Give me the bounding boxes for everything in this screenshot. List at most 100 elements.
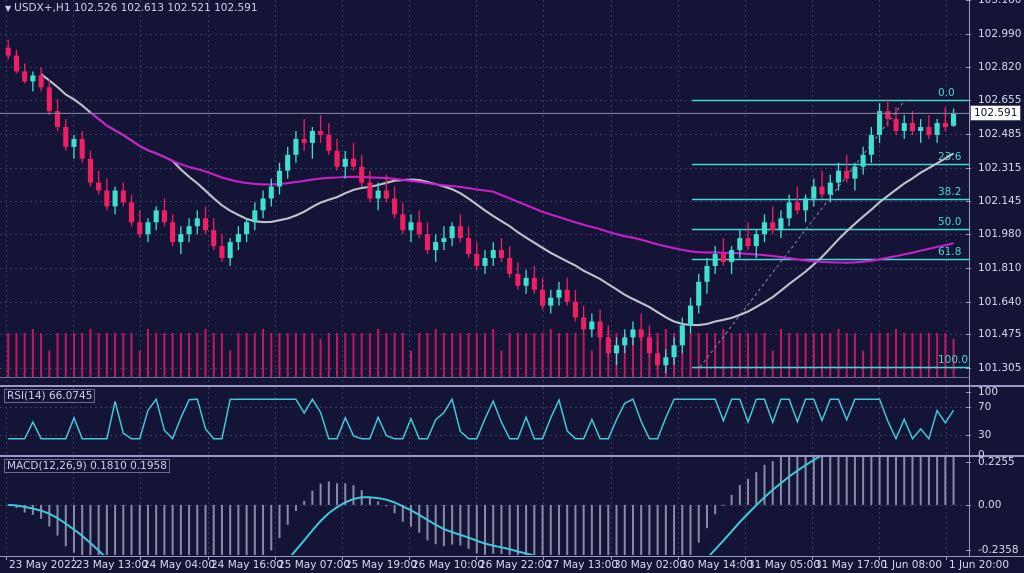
- time-axis-tick: [140, 557, 141, 560]
- price-axis-label: 103.160: [978, 0, 1022, 6]
- fibonacci-level-label: 100.0: [938, 354, 969, 367]
- axis-tick: [966, 302, 971, 303]
- time-axis-label: 25 May 19:00: [345, 559, 418, 571]
- time-axis-label: 24 May 16:00: [211, 559, 284, 571]
- time-axis[interactable]: 23 May 2022 23 May 13:00 24 May 04:00 24 Ma…: [0, 556, 1024, 573]
- panel-divider-1: [0, 385, 1024, 386]
- axis-tick: [966, 234, 971, 235]
- time-axis-tick: [879, 557, 880, 560]
- time-axis-tick: [6, 557, 7, 560]
- macd-chart-canvas[interactable]: [0, 457, 970, 555]
- time-axis-label: 26 May 22:00: [479, 559, 552, 571]
- price-axis-label: 101.980: [978, 228, 1022, 240]
- ma-slow-line: [89, 111, 954, 264]
- price-axis-label: 102.315: [978, 162, 1022, 174]
- chart-header: ▼ USDX+,H1 102.526 102.613 102.521 102.59…: [5, 2, 258, 14]
- chevron-down-icon[interactable]: ▼: [5, 3, 12, 13]
- time-axis-label: 31 May 17:00: [815, 559, 888, 571]
- rsi-axis-label: 30: [978, 429, 992, 441]
- time-axis-tick: [275, 557, 276, 560]
- time-axis-tick: [946, 557, 947, 560]
- time-axis-tick: [409, 557, 410, 560]
- axis-tick: [966, 505, 971, 506]
- panel-divider-2: [0, 455, 1024, 456]
- time-axis-label: 25 May 07:00: [278, 559, 351, 571]
- axis-tick: [966, 462, 971, 463]
- price-axis-label: 101.305: [978, 362, 1022, 374]
- time-axis-tick: [342, 557, 343, 560]
- axis-tick: [966, 368, 971, 369]
- time-axis-tick: [678, 557, 679, 560]
- macd-signal-line: [8, 457, 822, 555]
- fibonacci-level-label: 61.8: [938, 245, 962, 258]
- panel-divider-1b: [0, 386, 1024, 387]
- axis-tick: [966, 201, 971, 202]
- rsi-axis-label: 0: [978, 449, 985, 461]
- axis-tick: [966, 550, 971, 551]
- fibonacci-level-label: 50.0: [938, 216, 962, 229]
- axis-tick: [966, 34, 971, 35]
- macd-panel[interactable]: [0, 457, 970, 555]
- macd-axis-label: 0.00: [978, 499, 1002, 511]
- price-axis-label: 102.145: [978, 195, 1022, 207]
- rsi-axis-label: 70: [978, 401, 992, 413]
- price-axis[interactable]: 103.160 102.990 102.820 102.655 102.485 102.3…: [966, 0, 1024, 556]
- time-axis-tick: [611, 557, 612, 560]
- time-axis-label: 30 May 14:00: [681, 559, 754, 571]
- time-axis-tick: [812, 557, 813, 560]
- time-axis-label: 26 May 10:00: [412, 559, 485, 571]
- time-axis-label: 23 May 13:00: [76, 559, 149, 571]
- time-axis-label: 1 Jun 08:00: [882, 559, 943, 571]
- axis-tick: [966, 334, 971, 335]
- price-chart-canvas[interactable]: [0, 0, 970, 385]
- price-axis-label: 102.485: [978, 128, 1022, 140]
- time-axis-tick: [208, 557, 209, 560]
- price-axis-label: 101.475: [978, 328, 1022, 340]
- fibonacci-level-label: 38.2: [938, 186, 962, 199]
- rsi-line: [8, 397, 955, 441]
- time-axis-label: 30 May 02:00: [614, 559, 687, 571]
- axis-tick: [966, 0, 971, 1]
- fibonacci-level-label: 0.0: [938, 87, 955, 100]
- rsi-axis-label: 100: [978, 386, 999, 398]
- panel-divider-2b: [0, 456, 1024, 457]
- price-axis-label: 101.810: [978, 262, 1022, 274]
- time-axis-tick: [543, 557, 544, 560]
- axis-tick: [966, 455, 971, 456]
- axis-tick: [966, 407, 971, 408]
- price-panel[interactable]: [0, 0, 970, 385]
- time-axis-tick: [476, 557, 477, 560]
- price-axis-label: 102.820: [978, 61, 1022, 73]
- rsi-panel[interactable]: [0, 387, 970, 455]
- macd-indicator-label[interactable]: MACD(12,26,9) 0.1810 0.1958: [4, 459, 170, 473]
- axis-tick: [966, 268, 971, 269]
- time-axis-label: 1 Jun 20:00: [949, 559, 1010, 571]
- chart-header-text: USDX+,H1 102.526 102.613 102.521 102.591: [14, 2, 258, 14]
- axis-tick: [966, 168, 971, 169]
- macd-axis-label: -0.2358: [978, 544, 1019, 556]
- candlestick-series: [5, 39, 957, 374]
- axis-tick: [966, 134, 971, 135]
- fibonacci-level-label: 23.6: [938, 150, 962, 163]
- time-axis-label: 31 May 05:00: [748, 559, 821, 571]
- time-axis-label: 27 May 13:00: [546, 559, 619, 571]
- time-axis-label: 23 May 2022: [9, 559, 78, 571]
- price-axis-label: 101.640: [978, 296, 1022, 308]
- rsi-chart-canvas[interactable]: [0, 387, 970, 455]
- time-axis-label: 24 May 04:00: [143, 559, 216, 571]
- macd-axis-label: 0.2255: [978, 456, 1015, 468]
- rsi-indicator-label[interactable]: RSI(14) 66.0745: [4, 389, 96, 403]
- ma-fast-line: [40, 73, 955, 327]
- price-axis-label: 102.990: [978, 28, 1022, 40]
- axis-tick: [966, 392, 971, 393]
- axis-tick: [966, 435, 971, 436]
- time-axis-tick: [73, 557, 74, 560]
- price-axis-label: 102.655: [978, 94, 1022, 106]
- axis-tick: [966, 67, 971, 68]
- axis-tick: [966, 100, 971, 101]
- current-price-tag: 102.591: [970, 104, 1022, 121]
- fibonacci-retracement: [692, 99, 970, 369]
- time-axis-tick: [745, 557, 746, 560]
- macd-histogram: [7, 457, 955, 555]
